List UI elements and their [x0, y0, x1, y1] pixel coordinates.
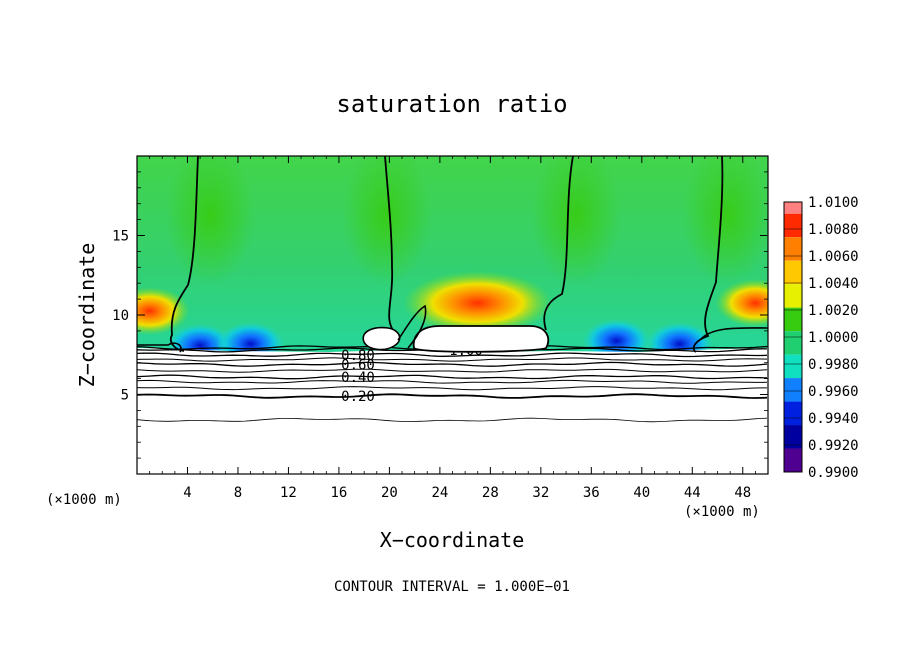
plume-outline: [692, 156, 724, 353]
plume-outlines: [137, 156, 768, 353]
colorbar: 1.0100 1.0080 1.0060 1.0040 1.0020 1.0000 0.99…: [783, 195, 859, 481]
x-tick-label: 4: [183, 485, 191, 501]
x-tick-label: 28: [482, 485, 499, 501]
x-unit-left: (×1000 m): [46, 492, 122, 508]
plume-outline: [384, 156, 397, 335]
colorbar-swatch: [784, 213, 802, 238]
colorbar-swatch: [784, 331, 802, 355]
colorbar-swatch: [784, 202, 802, 214]
colorbar-swatch: [784, 284, 802, 308]
x-tick-label: 36: [583, 485, 600, 501]
x-tick-label: 8: [234, 485, 242, 501]
colorbar-swatch: [784, 237, 802, 261]
contour-line: [137, 374, 768, 380]
contour-label: 0.80: [341, 348, 375, 364]
warm-anomaly: [715, 279, 768, 328]
plot-area: 0.200.400.600.801.001.20: [137, 156, 768, 474]
central-cloud-outline: [412, 325, 550, 353]
plume-column-shade: [682, 156, 768, 285]
contour-line-minor: [137, 357, 768, 362]
colorbar-label: 0.9900: [808, 465, 859, 481]
x-tick-label: 44: [684, 485, 701, 501]
colorbar-label: 1.0060: [808, 249, 859, 265]
colorbar-label: 1.0040: [808, 276, 859, 292]
plume-outline: [137, 342, 182, 353]
plume-outline: [397, 304, 427, 349]
plume-column-shade: [531, 156, 622, 285]
x-tick-label: 48: [734, 485, 751, 501]
lower-region: [137, 348, 768, 474]
colorbar-label: 0.9980: [808, 357, 859, 373]
colorbar-swatch: [784, 354, 802, 379]
colorbar-swatch: [784, 401, 802, 426]
chart-title: saturation ratio: [336, 90, 567, 118]
x-tick-label: 40: [633, 485, 650, 501]
small-cloud-outline: [362, 326, 401, 351]
contour-line: [137, 352, 768, 358]
contour-line-minor: [137, 368, 768, 373]
colorbar-swatch: [784, 448, 802, 472]
x-tick-label: 32: [532, 485, 549, 501]
x-tick-label: 20: [381, 485, 398, 501]
warm-anomaly: [402, 271, 553, 336]
contour-line-minor: [137, 417, 768, 423]
contour-line: [137, 393, 768, 399]
contour-label: 0.40: [341, 370, 375, 386]
colorbar-swatch: [784, 307, 802, 332]
warm-anomaly: [137, 287, 190, 335]
colorbar-label: 1.0020: [808, 303, 859, 319]
plume-outline: [543, 156, 574, 331]
contour-line-minor: [137, 379, 768, 384]
plume-outline: [699, 327, 768, 341]
x-tick-label: 24: [431, 485, 448, 501]
colorbar-label: 1.0080: [808, 222, 859, 238]
x-axis-label: X−coordinate: [380, 528, 525, 552]
contour-interval-note: CONTOUR INTERVAL = 1.000E−01: [334, 579, 570, 595]
colorbar-label: 1.0100: [808, 195, 859, 211]
colorbar-label: 0.9920: [808, 438, 859, 454]
colorbar-label: 0.9940: [808, 411, 859, 427]
x-tick-label: 12: [280, 485, 297, 501]
x-unit-right: (×1000 m): [684, 504, 760, 520]
y-tick-label: 15: [112, 229, 129, 245]
contour-label: 0.20: [341, 389, 375, 405]
y-axis-label: Z−coordinate: [75, 243, 99, 388]
contour-line-minor: [137, 386, 767, 391]
plume-column-shade: [165, 156, 256, 285]
plume-column-shade: [341, 156, 432, 285]
colorbar-swatch: [784, 378, 802, 402]
colorbar-label: 1.0000: [808, 330, 859, 346]
contour-lines: 0.200.400.600.801.001.20: [137, 337, 768, 423]
colorbar-swatch: [784, 425, 802, 449]
colorbar-label: 0.9960: [808, 384, 859, 400]
x-tick-label: 16: [330, 485, 347, 501]
y-tick-label: 5: [121, 388, 129, 404]
colorbar-swatch: [784, 260, 802, 285]
y-tick-label: 10: [112, 308, 129, 324]
contour-label: 0.60: [341, 357, 375, 373]
contour-line: [137, 361, 768, 367]
